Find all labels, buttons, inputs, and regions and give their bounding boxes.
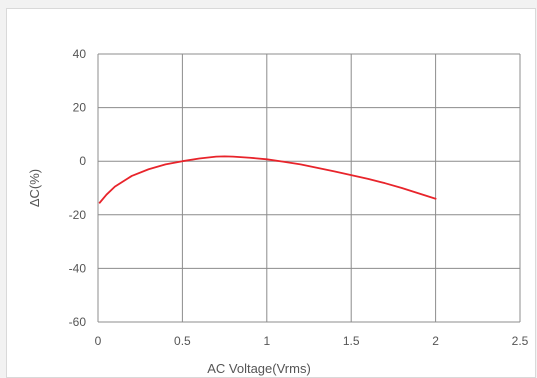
y-tick-label: 20 [73,101,87,115]
x-tick-label: 1.5 [343,334,360,348]
x-tick-label: 0 [95,334,102,348]
tick-labels: 40 20 0 -20 -40 -60 0 0.5 1 1.5 2 2.5 [69,47,529,348]
grid [97,53,521,323]
x-axis-label: AC Voltage(Vrms) [207,361,311,376]
y-tick-label: -60 [69,315,87,329]
series-layer [98,155,437,204]
x-tick-label: 0.5 [174,334,191,348]
x-tick-label: 1 [263,334,270,348]
plot-area [98,54,520,322]
series-line [98,155,437,204]
x-tick-label: 2 [432,334,439,348]
y-tick-label: -40 [69,261,87,275]
y-tick-label: 40 [73,47,87,61]
x-tick-label: 2.5 [512,334,529,348]
y-axis-label: ΔC(%) [27,169,42,207]
y-tick-label: -20 [69,208,87,222]
y-tick-label: 0 [79,154,86,168]
